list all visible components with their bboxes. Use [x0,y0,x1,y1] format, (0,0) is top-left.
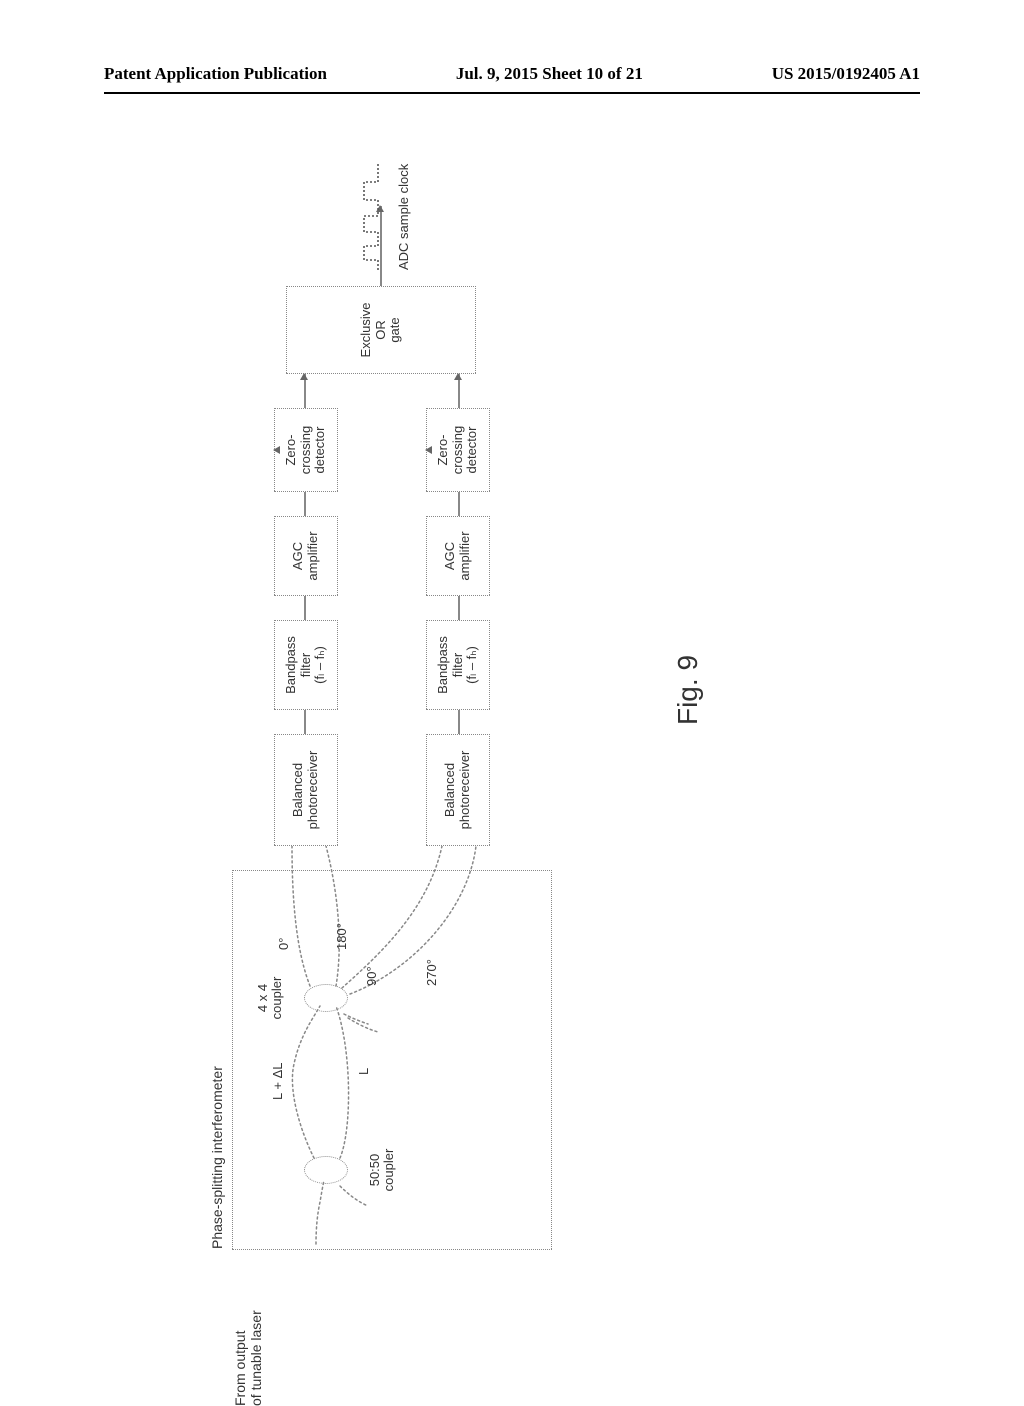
phase-90-label: 90° [364,966,379,986]
phase-180-label: 180° [334,923,349,950]
phase-0-label: 0° [276,938,291,950]
coupler-5050 [304,1156,348,1184]
figure-container: Phase-splitting interferometer From outp… [0,120,1024,1260]
figure-caption: Fig. 9 [672,655,704,725]
input-source-label: From output of tunable laser [232,1256,264,1406]
agc-amplifier-top: AGC amplifier [274,516,338,596]
connector [304,492,306,516]
header-left: Patent Application Publication [104,64,327,84]
connector-into-xor-bottom [458,374,460,408]
adc-sample-clock-label: ADC sample clock [396,130,411,270]
balanced-photoreceiver-bottom: Balanced photoreceiver [426,734,490,846]
balanced-photoreceiver-top: Balanced photoreceiver [274,734,338,846]
bandpass-filter-top: Bandpass filter (fₗ – fₕ) [274,620,338,710]
coupler-4x4-label: 4 x 4 coupler [256,968,285,1028]
phase-270-label: 270° [424,959,439,986]
coupler-5050-label: 50:50 coupler [368,1140,397,1200]
coupler-4x4 [304,984,348,1012]
bandpass-filter-bottom: Bandpass filter (fₗ – fₕ) [426,620,490,710]
square-wave-icon [360,150,382,270]
figure-9: Phase-splitting interferometer From outp… [192,130,832,1250]
arm-top-label: L + ΔL [270,1063,285,1100]
connector [458,596,460,620]
zero-crossing-detector-top: Zero- crossing detector [274,408,338,492]
header-center: Jul. 9, 2015 Sheet 10 of 21 [456,64,643,84]
arm-bottom-label: L [356,1068,371,1075]
connector [458,710,460,734]
zero-crossing-detector-bottom: Zero- crossing detector [426,408,490,492]
header-right: US 2015/0192405 A1 [772,64,920,84]
header-rule [104,92,920,94]
interferometer-title: Phase-splitting interferometer [209,1066,225,1249]
agc-amplifier-bottom: AGC amplifier [426,516,490,596]
connector [458,492,460,516]
connector [304,596,306,620]
connector [304,710,306,734]
exclusive-or-gate: Exclusive OR gate [286,286,476,374]
connector-into-xor-top [304,374,306,408]
page-header: Patent Application Publication Jul. 9, 2… [104,64,920,84]
